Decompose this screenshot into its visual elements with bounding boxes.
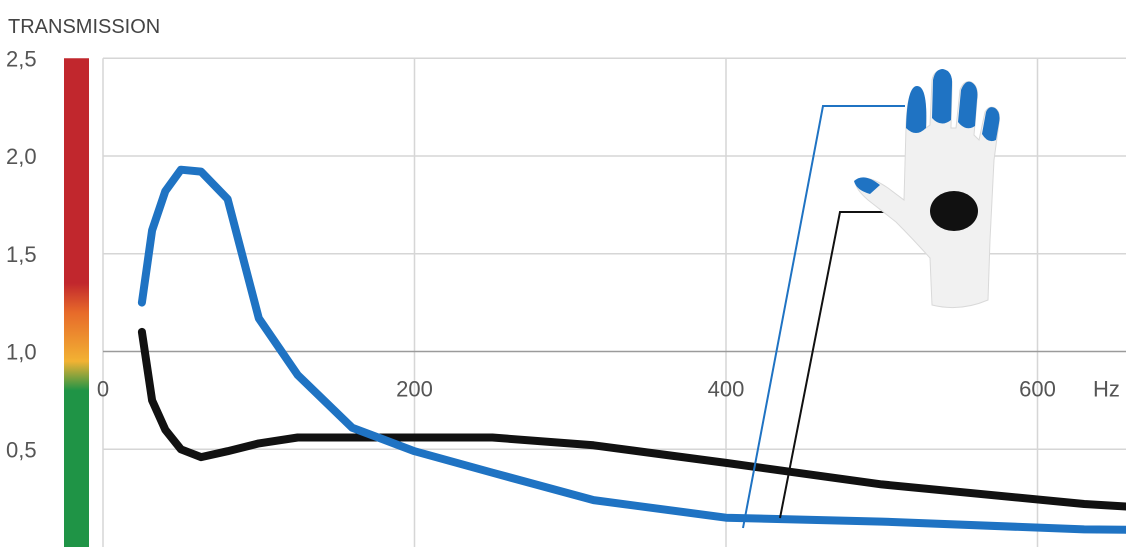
y-tick-labels: 0,5 1,0 1,5 2,0 2,5 bbox=[6, 46, 37, 462]
palm-sensor-icon bbox=[930, 191, 978, 231]
series-lines bbox=[137, 165, 1126, 534]
y-tick-label: 1,5 bbox=[6, 242, 37, 267]
x-tick-label: 0 bbox=[97, 377, 109, 402]
y-tick-label: 2,0 bbox=[6, 144, 37, 169]
chart-title: TRANSMISSION bbox=[8, 16, 160, 38]
finger-leader-line bbox=[742, 105, 905, 529]
y-tick-label: 1,0 bbox=[6, 340, 37, 365]
y-tick-label: 2,5 bbox=[6, 46, 37, 71]
y-tick-label: 0,5 bbox=[6, 437, 37, 462]
ring-finger-tip-icon bbox=[958, 81, 978, 129]
little-finger-tip-icon bbox=[982, 107, 1000, 142]
transmission-color-scale bbox=[64, 58, 89, 547]
x-unit-label: Hz bbox=[1093, 377, 1120, 402]
glove-measurement-icon bbox=[742, 69, 1000, 529]
x-tick-label: 400 bbox=[708, 377, 745, 402]
index-finger-tip-icon bbox=[906, 86, 927, 133]
x-tick-label: 600 bbox=[1019, 377, 1056, 402]
blue-transmission-line bbox=[137, 165, 1126, 534]
vertical-gridlines bbox=[102, 58, 1039, 547]
x-tick-label: 200 bbox=[396, 377, 433, 402]
middle-finger-tip-icon bbox=[932, 69, 953, 124]
x-tick-labels: 020040060080010001200 bbox=[97, 377, 1056, 402]
thumb-tip-icon bbox=[854, 177, 880, 194]
